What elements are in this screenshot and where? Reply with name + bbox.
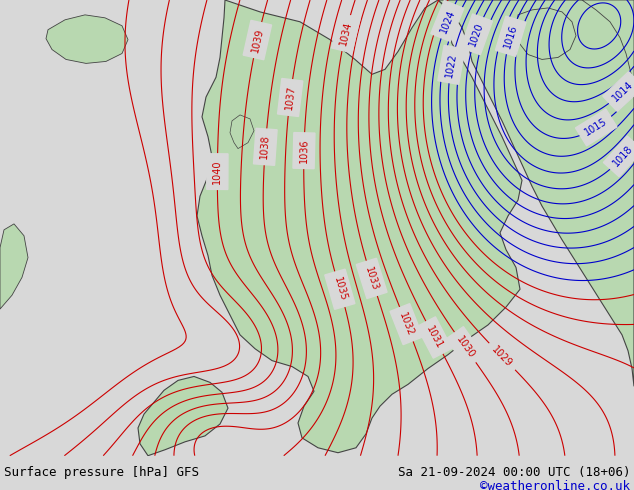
Text: 1031: 1031 [424, 324, 444, 351]
Text: 1033: 1033 [363, 265, 380, 292]
Text: 1032: 1032 [398, 311, 415, 338]
Text: ©weatheronline.co.uk: ©weatheronline.co.uk [480, 480, 630, 490]
Text: 1038: 1038 [259, 134, 271, 159]
Polygon shape [516, 8, 576, 59]
Polygon shape [197, 0, 522, 453]
Text: 1030: 1030 [454, 334, 476, 360]
Text: 1016: 1016 [502, 23, 519, 49]
Text: Sa 21-09-2024 00:00 UTC (18+06): Sa 21-09-2024 00:00 UTC (18+06) [398, 466, 630, 479]
Text: 1024: 1024 [438, 8, 456, 34]
Text: 1039: 1039 [250, 27, 265, 53]
Text: 1040: 1040 [212, 159, 223, 184]
Text: 1037: 1037 [284, 85, 297, 110]
Text: 1022: 1022 [444, 52, 458, 78]
Polygon shape [138, 376, 228, 456]
Polygon shape [46, 15, 128, 63]
Text: 1015: 1015 [583, 117, 609, 138]
Text: 1036: 1036 [299, 138, 309, 163]
Text: 1029: 1029 [490, 344, 514, 369]
Text: 1020: 1020 [468, 21, 486, 48]
Polygon shape [230, 115, 254, 148]
Text: 1035: 1035 [332, 276, 348, 302]
Polygon shape [582, 0, 634, 85]
Polygon shape [0, 224, 28, 309]
Text: 1034: 1034 [338, 20, 354, 46]
Polygon shape [438, 0, 634, 386]
Text: Surface pressure [hPa] GFS: Surface pressure [hPa] GFS [4, 466, 199, 479]
Text: 1014: 1014 [611, 79, 634, 103]
Text: 1018: 1018 [611, 144, 634, 169]
